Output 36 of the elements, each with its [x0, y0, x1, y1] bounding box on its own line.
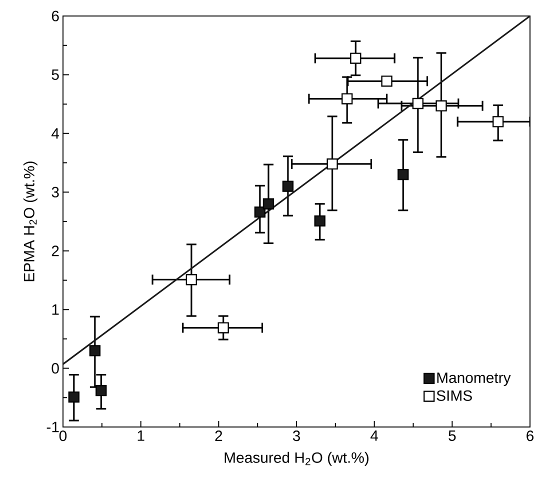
point	[68, 391, 80, 403]
point	[492, 116, 504, 128]
point	[350, 52, 362, 64]
point	[282, 180, 294, 192]
y-tick-label: 2	[52, 246, 59, 256]
x-tick-label: 3	[292, 430, 300, 442]
point	[326, 158, 338, 170]
y-tick-label: 0	[52, 362, 59, 374]
point	[254, 206, 266, 218]
legend-label: SIMS	[436, 390, 472, 401]
x-tick-label: 6	[526, 430, 534, 442]
point	[314, 215, 326, 226]
point	[218, 322, 229, 334]
point	[342, 93, 353, 104]
point	[96, 385, 107, 396]
point	[436, 100, 447, 112]
x-tick-label: 4	[370, 430, 378, 441]
x-tick-label: 0	[59, 430, 67, 442]
y-tick-label: -1	[46, 422, 59, 432]
legend-label: Manometry	[437, 372, 511, 386]
x-axis-title: Measured H$_{2}$O (wt.%)	[224, 452, 368, 466]
y-tick-label: 3	[52, 186, 59, 198]
point	[381, 76, 392, 87]
y-tick-label: 1	[52, 304, 59, 315]
point	[412, 98, 424, 110]
y-tick-label: 4	[52, 128, 60, 139]
y-axis-title: EPMA H$_{2}$O (wt.%)	[23, 162, 38, 282]
x-tick-label: 2	[215, 430, 222, 441]
y-tick-label: 5	[52, 70, 59, 80]
point	[186, 274, 198, 286]
y-tick-label: 6	[52, 10, 59, 22]
x-tick-label: 5	[448, 430, 456, 441]
x-tick-label: 1	[138, 430, 144, 441]
point	[89, 345, 100, 356]
point	[398, 168, 409, 180]
point	[262, 198, 274, 210]
